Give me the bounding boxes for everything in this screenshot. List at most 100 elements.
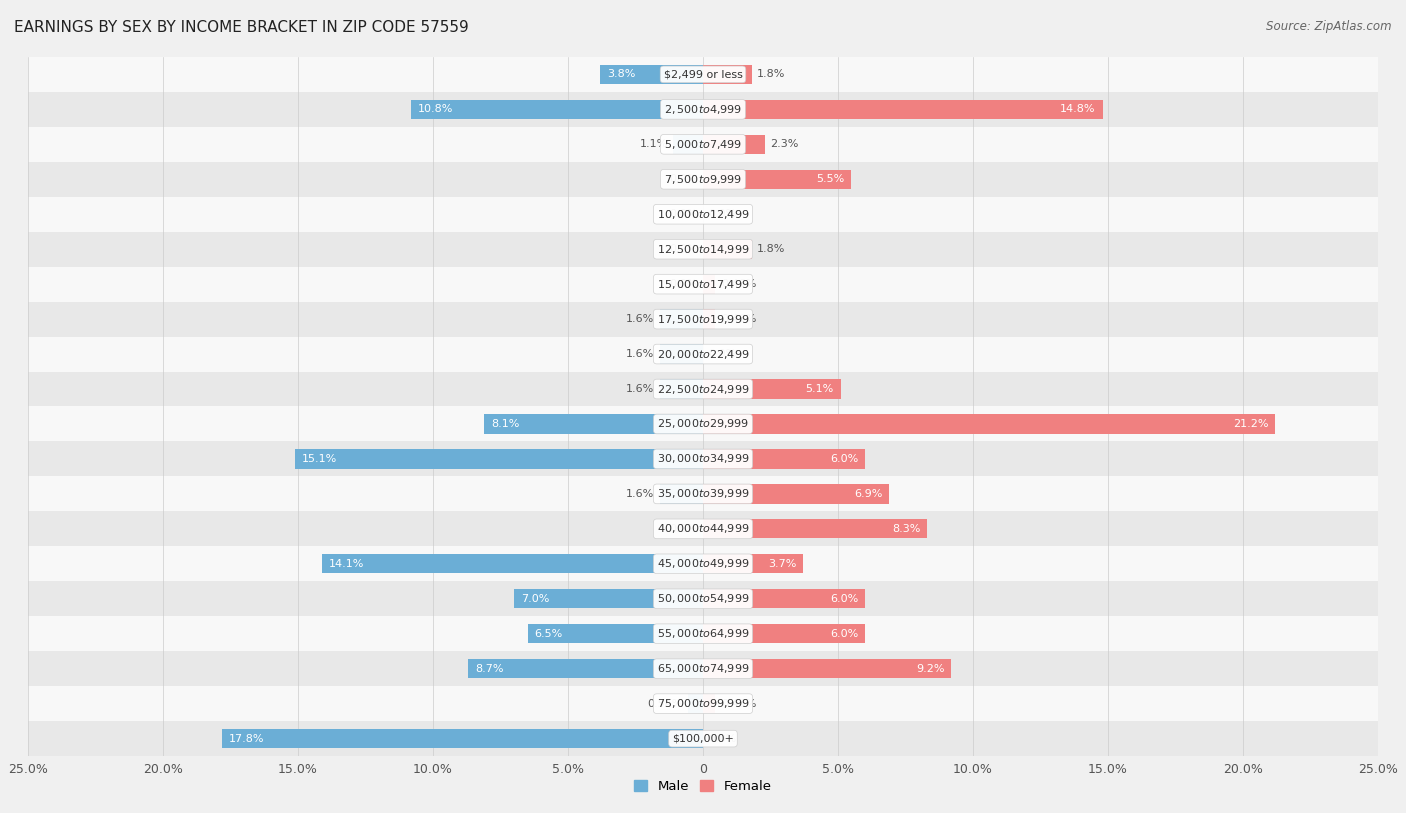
Bar	[468, 659, 703, 678]
Bar	[703, 380, 841, 398]
Text: 15.1%: 15.1%	[302, 454, 337, 464]
Bar	[527, 624, 703, 643]
Bar	[703, 310, 716, 328]
Bar	[28, 406, 1378, 441]
Text: $75,000 to $99,999: $75,000 to $99,999	[657, 698, 749, 710]
Text: 5.1%: 5.1%	[806, 384, 834, 394]
Text: 1.6%: 1.6%	[626, 314, 654, 324]
Text: 0.46%: 0.46%	[721, 314, 756, 324]
Text: $15,000 to $17,499: $15,000 to $17,499	[657, 278, 749, 290]
Text: 0.0%: 0.0%	[709, 349, 737, 359]
Bar	[28, 127, 1378, 162]
Text: EARNINGS BY SEX BY INCOME BRACKET IN ZIP CODE 57559: EARNINGS BY SEX BY INCOME BRACKET IN ZIP…	[14, 20, 468, 35]
Text: 6.0%: 6.0%	[830, 628, 858, 639]
Bar	[703, 694, 716, 713]
Bar	[28, 581, 1378, 616]
Text: 0.0%: 0.0%	[669, 174, 697, 185]
Text: 0.0%: 0.0%	[709, 733, 737, 744]
Bar	[659, 485, 703, 503]
Text: $100,000+: $100,000+	[672, 733, 734, 744]
Bar	[28, 651, 1378, 686]
Bar	[28, 267, 1378, 302]
Text: 1.6%: 1.6%	[626, 349, 654, 359]
Text: $25,000 to $29,999: $25,000 to $29,999	[657, 418, 749, 430]
Bar	[28, 686, 1378, 721]
Text: 1.6%: 1.6%	[626, 489, 654, 499]
Bar	[515, 589, 703, 608]
Text: 0.0%: 0.0%	[669, 279, 697, 289]
Text: 17.8%: 17.8%	[229, 733, 264, 744]
Text: 7.0%: 7.0%	[520, 593, 550, 604]
Bar	[295, 450, 703, 468]
Text: 1.8%: 1.8%	[756, 244, 786, 254]
Text: 3.7%: 3.7%	[768, 559, 796, 569]
Bar	[28, 721, 1378, 756]
Text: 6.0%: 6.0%	[830, 454, 858, 464]
Text: $50,000 to $54,999: $50,000 to $54,999	[657, 593, 749, 605]
Bar	[28, 57, 1378, 92]
Bar	[703, 415, 1275, 433]
Text: $55,000 to $64,999: $55,000 to $64,999	[657, 628, 749, 640]
Text: 0.54%: 0.54%	[648, 698, 683, 709]
Bar	[28, 441, 1378, 476]
Bar	[28, 476, 1378, 511]
Bar	[28, 162, 1378, 197]
Bar	[703, 450, 865, 468]
Text: $40,000 to $44,999: $40,000 to $44,999	[657, 523, 749, 535]
Text: $2,500 to $4,999: $2,500 to $4,999	[664, 103, 742, 115]
Bar	[703, 100, 1102, 119]
Text: $12,500 to $14,999: $12,500 to $14,999	[657, 243, 749, 255]
Bar	[703, 170, 852, 189]
Bar	[659, 380, 703, 398]
Bar	[703, 520, 927, 538]
Text: 14.8%: 14.8%	[1060, 104, 1095, 115]
Bar	[484, 415, 703, 433]
Text: 9.2%: 9.2%	[917, 663, 945, 674]
Text: Source: ZipAtlas.com: Source: ZipAtlas.com	[1267, 20, 1392, 33]
Text: 2.3%: 2.3%	[770, 139, 799, 150]
Bar	[28, 511, 1378, 546]
Text: 0.0%: 0.0%	[669, 244, 697, 254]
Text: $2,499 or less: $2,499 or less	[664, 69, 742, 80]
Bar	[28, 197, 1378, 232]
Bar	[412, 100, 703, 119]
Bar	[703, 659, 952, 678]
Bar	[659, 310, 703, 328]
Bar	[28, 616, 1378, 651]
Bar	[703, 135, 765, 154]
Text: $22,500 to $24,999: $22,500 to $24,999	[657, 383, 749, 395]
Bar	[28, 546, 1378, 581]
Bar	[703, 485, 889, 503]
Bar	[322, 554, 703, 573]
Bar	[28, 92, 1378, 127]
Text: 6.0%: 6.0%	[830, 593, 858, 604]
Text: 8.7%: 8.7%	[475, 663, 503, 674]
Bar	[659, 345, 703, 363]
Text: 10.8%: 10.8%	[418, 104, 454, 115]
Text: 8.1%: 8.1%	[491, 419, 519, 429]
Bar	[28, 232, 1378, 267]
Text: 6.5%: 6.5%	[534, 628, 562, 639]
Bar	[28, 302, 1378, 337]
Bar	[703, 240, 752, 259]
Text: 21.2%: 21.2%	[1233, 419, 1268, 429]
Bar	[673, 135, 703, 154]
Text: 0.0%: 0.0%	[669, 524, 697, 534]
Bar	[703, 554, 803, 573]
Bar	[600, 65, 703, 84]
Text: 3.8%: 3.8%	[607, 69, 636, 80]
Text: $30,000 to $34,999: $30,000 to $34,999	[657, 453, 749, 465]
Text: 14.1%: 14.1%	[329, 559, 364, 569]
Text: $35,000 to $39,999: $35,000 to $39,999	[657, 488, 749, 500]
Text: 0.46%: 0.46%	[721, 698, 756, 709]
Text: 1.8%: 1.8%	[756, 69, 786, 80]
Text: $65,000 to $74,999: $65,000 to $74,999	[657, 663, 749, 675]
Text: 0.0%: 0.0%	[669, 209, 697, 220]
Text: 1.6%: 1.6%	[626, 384, 654, 394]
Bar	[703, 624, 865, 643]
Bar	[703, 589, 865, 608]
Bar	[703, 275, 716, 293]
Legend: Male, Female: Male, Female	[628, 775, 778, 798]
Text: $7,500 to $9,999: $7,500 to $9,999	[664, 173, 742, 185]
Text: $5,000 to $7,499: $5,000 to $7,499	[664, 138, 742, 150]
